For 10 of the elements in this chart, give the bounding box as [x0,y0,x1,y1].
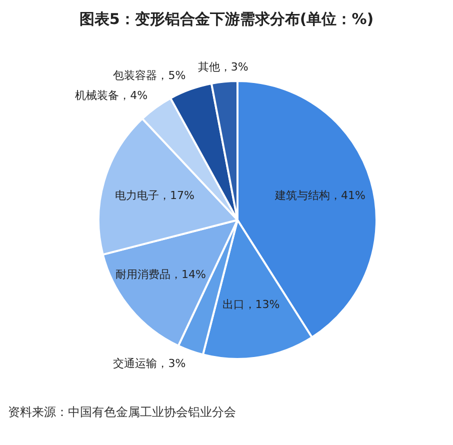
chart-title: 图表5：变形铝合金下游需求分布(单位：%) [78,10,375,29]
text: 资料来源：中国有色金属工业协会铝业分会 [8,404,236,421]
slice-label: 耐用消费品，14% [116,268,206,281]
slice-label: 包装容器，5% [113,68,186,82]
slice-label: 建筑与结构，41% [274,188,366,202]
slice-label: 其他，3% [198,60,248,74]
slice-label: 机械装备，4% [75,89,148,102]
slice-label: 电力电子，17% [115,188,194,202]
slice-label: 出口，13% [222,298,280,311]
slice-label: 交通运输，3% [113,356,186,370]
